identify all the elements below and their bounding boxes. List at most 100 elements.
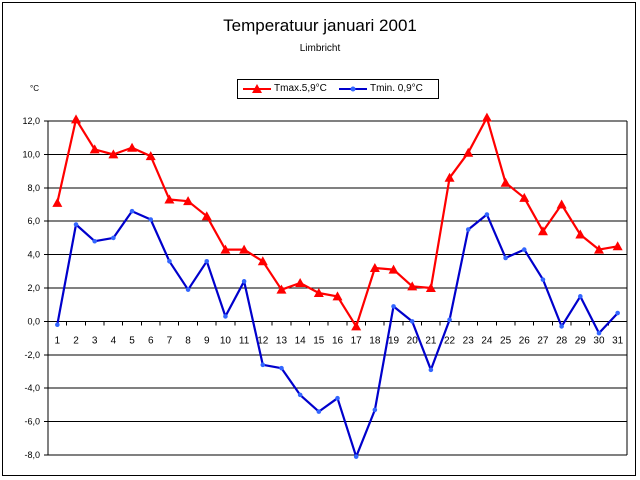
x-tick-label: 18 — [369, 335, 381, 346]
data-point-tmax — [388, 264, 399, 274]
y-tick-label: 12,0 — [22, 116, 40, 126]
data-point-tmin — [465, 227, 471, 232]
data-point-tmax — [201, 211, 212, 221]
data-point-tmin — [55, 322, 60, 328]
data-point-tmin — [223, 314, 228, 319]
data-point-tmax — [556, 199, 567, 209]
data-point-tmax — [108, 149, 119, 159]
x-tick-label: 28 — [556, 335, 568, 346]
x-tick-label: 31 — [612, 335, 624, 346]
x-tick-label: 1 — [55, 335, 61, 346]
data-point-tmin — [409, 319, 415, 324]
data-point-tmax — [276, 284, 287, 294]
x-tick-label: 13 — [276, 335, 288, 346]
x-tick-label: 25 — [500, 335, 512, 346]
data-point-tmin — [111, 235, 116, 241]
series-line-tmin — [56, 210, 619, 458]
chart-subtitle: Limbricht — [299, 43, 341, 54]
x-tick-label: 23 — [463, 335, 475, 346]
legend-label-tmax: Tmax.5,9°C — [274, 83, 327, 94]
legend-swatch-tmax — [243, 84, 271, 93]
data-point-tmin — [185, 287, 191, 292]
data-point-tmax — [425, 283, 436, 292]
chart-frame — [2, 2, 636, 476]
data-point-tmax — [500, 177, 511, 187]
data-point-tmax — [481, 112, 492, 122]
data-point-tmin — [297, 392, 303, 398]
data-point-tmin — [484, 212, 490, 217]
x-tick-label: 20 — [407, 335, 419, 346]
data-point-tmin — [353, 454, 359, 459]
data-point-tmax — [220, 244, 231, 254]
x-tick-label: 26 — [519, 335, 531, 346]
data-point-tmin — [241, 279, 247, 284]
data-point-tmin — [335, 395, 340, 401]
data-point-tmax — [71, 114, 82, 124]
data-point-tmax — [463, 147, 474, 157]
x-tick-label: 5 — [129, 335, 135, 346]
x-tick-label: 24 — [481, 335, 493, 346]
legend-item-tmin: Tmin. 0,9°C — [338, 82, 438, 96]
x-tick-label: 19 — [388, 335, 400, 346]
x-tick-label: 15 — [313, 335, 325, 346]
y-tick-label: -8,0 — [24, 450, 40, 460]
data-point-tmax — [295, 277, 306, 287]
data-point-tmax — [575, 229, 586, 239]
data-point-tmin — [447, 317, 452, 323]
data-point-tmax — [127, 142, 138, 152]
x-tick-label: 7 — [167, 335, 173, 346]
y-tick-label: 8,0 — [27, 183, 40, 193]
x-tick-label: 2 — [73, 335, 79, 346]
chart-title: Temperatuur januari 2001 — [223, 16, 417, 35]
legend-swatch-tmin — [339, 86, 367, 92]
legend-item-tmax: Tmax.5,9°C — [242, 82, 337, 96]
data-point-tmin — [391, 304, 396, 309]
data-point-tmax — [164, 194, 175, 204]
y-tick-label: -4,0 — [24, 383, 40, 393]
y-tick-label: 10,0 — [22, 149, 40, 159]
y-tick-label: 6,0 — [27, 216, 40, 226]
data-point-tmax — [612, 241, 623, 251]
chart-legend: Tmax.5,9°C Tmin. 0,9°C — [237, 79, 439, 99]
x-tick-label: 10 — [220, 335, 232, 346]
x-tick-label: 9 — [204, 335, 210, 346]
data-point-tmax — [52, 197, 63, 207]
y-tick-label: 2,0 — [27, 283, 40, 293]
legend-label-tmin: Tmin. 0,9°C — [370, 83, 423, 94]
x-tick-label: 22 — [444, 335, 456, 346]
data-point-tmin — [92, 238, 97, 244]
data-point-tmin — [316, 409, 322, 414]
data-point-tmin — [129, 208, 135, 214]
x-tick-label: 14 — [295, 335, 307, 346]
x-tick-label: 3 — [92, 335, 98, 346]
data-point-tmin — [521, 247, 527, 252]
y-tick-label: -6,0 — [24, 417, 40, 427]
x-tick-label: 11 — [239, 335, 250, 346]
data-point-tmax — [407, 281, 418, 291]
x-tick-label: 4 — [111, 335, 117, 346]
data-point-tmin — [596, 330, 602, 336]
x-tick-label: 17 — [351, 335, 363, 346]
y-tick-label: 0,0 — [27, 316, 40, 326]
x-tick-label: 16 — [332, 335, 344, 346]
data-point-tmax — [183, 196, 194, 206]
data-point-tmax — [313, 288, 324, 298]
data-point-tmin — [578, 294, 583, 299]
data-point-tmin — [148, 217, 154, 222]
data-point-tmax — [332, 291, 343, 301]
data-point-tmax — [519, 192, 530, 202]
data-point-tmin — [503, 255, 508, 261]
data-point-tmin — [279, 365, 284, 371]
data-point-tmin — [615, 310, 620, 316]
x-tick-label: 27 — [537, 335, 549, 346]
data-point-tmin — [428, 367, 434, 373]
data-point-tmax — [239, 244, 250, 254]
y-axis-unit: °C — [30, 84, 39, 93]
data-point-tmin — [372, 407, 378, 413]
data-point-tmax — [257, 256, 268, 266]
data-point-tmin — [559, 324, 564, 329]
data-point-tmin — [260, 362, 266, 368]
data-point-tmin — [167, 258, 172, 264]
data-point-tmax — [444, 172, 455, 182]
